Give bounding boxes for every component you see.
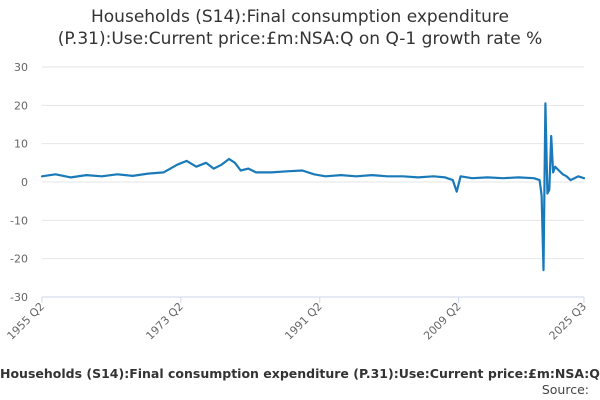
x-tick-label-1: 1973 Q2 xyxy=(143,300,186,343)
series-layer xyxy=(40,102,586,272)
x-tick-label-2: 1991 Q2 xyxy=(282,300,325,343)
y-tick-label-6: -30 xyxy=(10,291,28,304)
chart-title-line-2: (P.31):Use:Current price:£m:NSA:Q on Q-1… xyxy=(57,29,543,49)
source-label: Source: xyxy=(541,382,589,397)
legend-label: Households (S14):Final consumption expen… xyxy=(0,366,600,381)
chart-title: Households (S14):Final consumption expen… xyxy=(0,6,600,50)
y-tick-label-1: 20 xyxy=(14,99,28,112)
x-tick-label-3: 2009 Q2 xyxy=(421,300,464,343)
y-tick-label-2: 10 xyxy=(14,138,28,151)
chart-title-line-1: Households (S14):Final consumption expen… xyxy=(91,7,509,27)
y-tick-label-4: -10 xyxy=(10,214,28,227)
y-tick-label-5: -20 xyxy=(10,253,28,266)
series-line-0 xyxy=(40,102,586,272)
y-tick-label-3: 0 xyxy=(21,176,28,189)
x-tick-label-0: 1955 Q2 xyxy=(5,300,48,343)
x-tick-label-4: 2025 Q3 xyxy=(547,300,590,343)
grid xyxy=(42,66,584,298)
y-tick-label-0: 30 xyxy=(14,61,28,74)
